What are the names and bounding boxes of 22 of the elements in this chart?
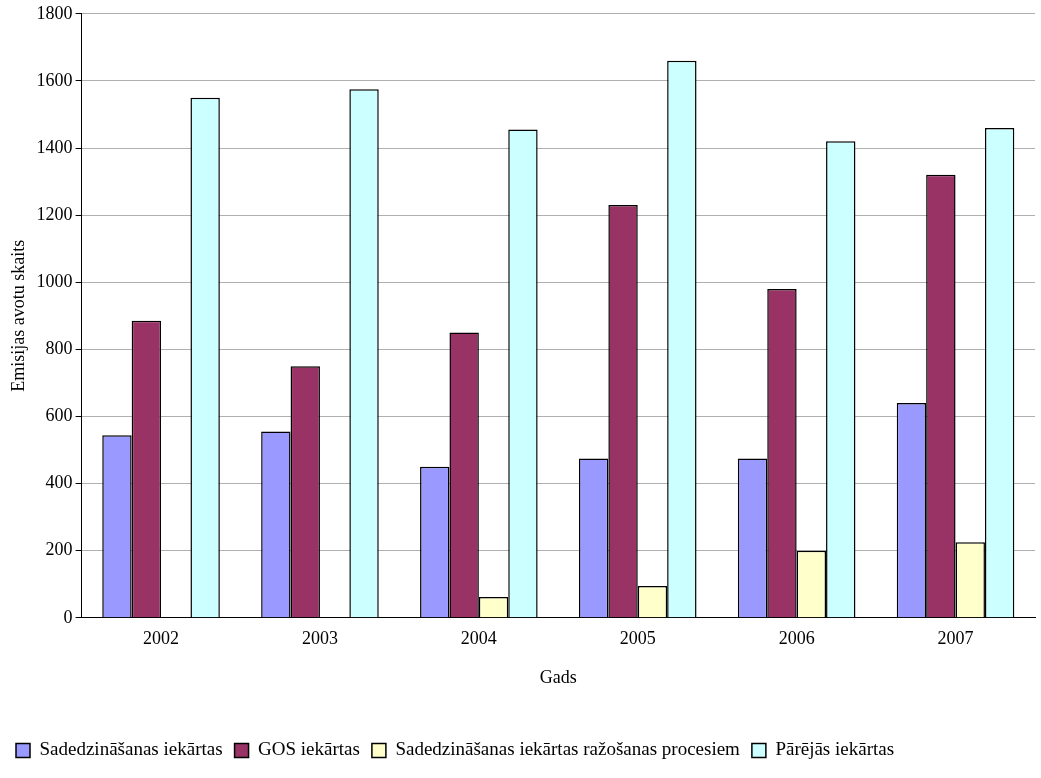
y-tick-label: 600 [45,405,73,426]
x-tick-label: 2007 [937,628,974,649]
legend-label: Pārējās iekārtas [775,738,895,760]
y-tick-label: 400 [45,472,73,493]
y-tick-label: 200 [45,539,73,560]
y-tick-label: 1800 [36,2,73,23]
y-tick-label: 1200 [36,203,73,224]
x-tick-label: 2003 [301,628,338,649]
x-tick-label: 2002 [143,628,180,649]
legend-label: Sadedzināšanas iekārtas ražošanas procesiem [395,738,741,760]
x-axis-title: Gads [539,666,577,687]
x-tick-label: 2006 [778,628,815,649]
legend-label: Sadedzināšanas iekārtas [39,738,223,760]
y-tick-label: 1400 [36,136,73,157]
legend-label: GOS iekārtas [258,738,360,760]
x-tick-label: 2004 [460,628,497,649]
y-tick-label: 0 [63,606,73,627]
y-tick-label: 800 [45,338,73,359]
y-axis-title: Emisijas avotu skaits [7,239,28,392]
y-tick-label: 1600 [36,69,73,90]
y-tick-label: 1000 [36,270,73,291]
x-tick-label: 2005 [619,628,656,649]
